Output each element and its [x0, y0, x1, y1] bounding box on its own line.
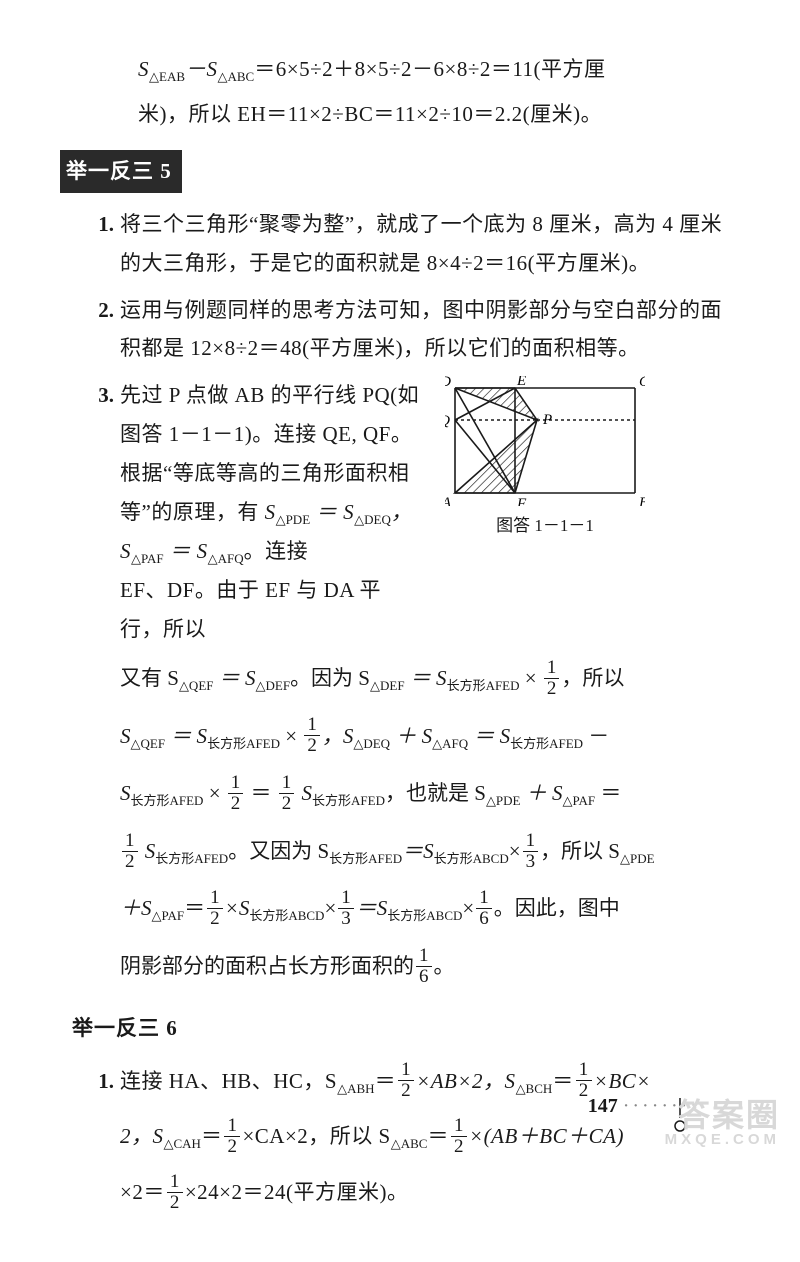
sec5-item-2: 2. 运用与例题同样的思考方法可知，图中阴影部分与空白部分的面积都是 12×8÷…	[78, 291, 730, 369]
section-tag-5: 举一反三 5	[60, 150, 182, 193]
eq-line-2: S△QEF ＝ S长方形AFED × 12，S△DEQ ＋ S△AFQ ＝ S长…	[120, 717, 730, 759]
svg-text:B: B	[639, 495, 645, 506]
eq-line-3: S长方形AFED × 12 ＝ 12 S长方形AFED，也就是 S△PDE ＋ …	[120, 774, 730, 816]
intro-line-1: S△EAB－S△ABC＝6×5÷2＋8×5÷2－6×8÷2＝11(平方厘	[138, 50, 730, 89]
svg-text:E: E	[516, 376, 526, 389]
svg-text:P: P	[542, 412, 552, 428]
sec5-item-3: 3. 先过 P 点做 AB 的平行线 PQ(如图答 1－1－1)。连接 QE, …	[78, 376, 730, 988]
eq-line-1: 又有 S△QEF ＝ S△DEF。因为 S△DEF ＝ S长方形AFED × 1…	[120, 659, 730, 701]
svg-text:D: D	[445, 376, 451, 390]
watermark: 答案圈 MXQE.COM	[665, 1099, 780, 1148]
section-tag-6: 举一反三 6	[72, 1007, 188, 1050]
sec6-item-1: 1. 连接 HA、HB、HC，S△ABH＝12×AB×2，S△BCH＝12×BC…	[78, 1062, 730, 1215]
svg-text:A: A	[445, 495, 452, 506]
eq-line-6: 阴影部分的面积占长方形面积的16。	[120, 947, 730, 989]
figure-1-1-1: DCABEFQP 图答 1－1－1	[440, 376, 650, 541]
svg-text:C: C	[639, 376, 645, 390]
eq-line-5: ＋S△PAF＝12×S长方形ABCD×13＝S长方形ABCD×16。因此，图中	[120, 889, 730, 931]
eq-line-4: 12 S长方形AFED。又因为 S长方形AFED＝S长方形ABCD×13，所以 …	[120, 832, 730, 874]
intro-line-2: 米)，所以 EH＝11×2÷BC＝11×2÷10＝2.2(厘米)。	[138, 95, 730, 134]
sec5-item-1: 1. 将三个三角形“聚零为整”，就成了一个底为 8 厘米，高为 4 厘米的大三角…	[78, 205, 730, 283]
svg-text:F: F	[516, 496, 527, 506]
svg-text:Q: Q	[445, 413, 450, 429]
